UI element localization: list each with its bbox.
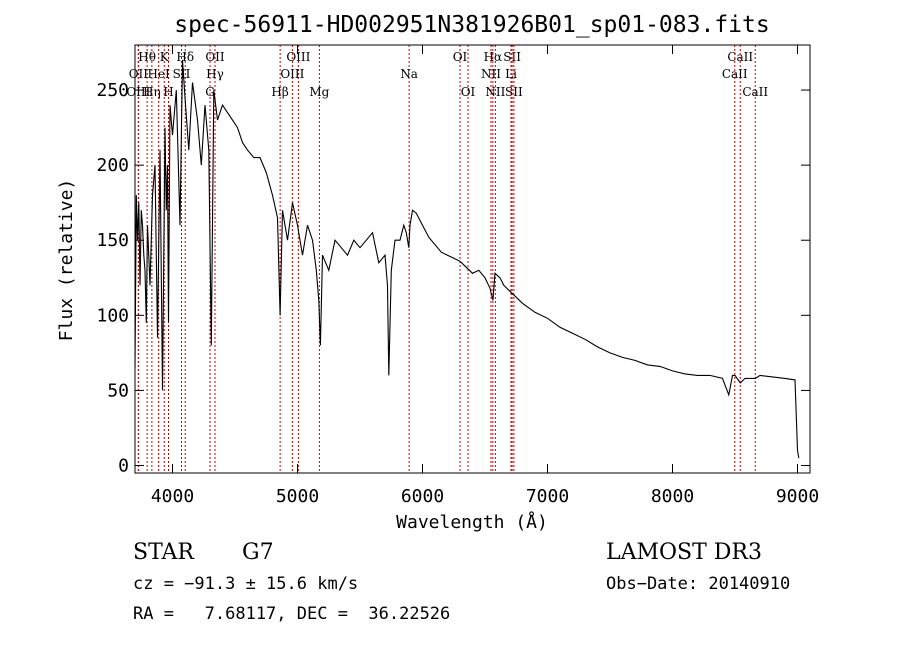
line-marker-label: Hθ — [138, 50, 156, 64]
spectrum-figure: spec-56911-HD002951N381926B01_sp01-083.f… — [0, 0, 900, 649]
line-marker-label: Hα — [484, 50, 503, 64]
line-marker-label: Na — [400, 67, 418, 81]
line-marker-label: NII — [481, 67, 501, 81]
line-marker-label: CaII — [727, 50, 753, 64]
plot-frame — [135, 45, 810, 473]
y-tick-label: 0 — [118, 455, 129, 476]
spectral-subclass: G7 — [242, 540, 274, 565]
line-marker-label: Mg — [309, 85, 329, 99]
line-marker-label: NII — [485, 85, 505, 99]
line-marker-label: Hη — [143, 85, 161, 99]
line-marker-label: CaII — [722, 67, 748, 81]
line-marker-label: H — [163, 85, 173, 99]
y-axis-label: Flux (relative) — [56, 179, 77, 342]
redshift-text: cz = −91.3 ± 15.6 km/s — [133, 574, 358, 594]
line-marker-label: Li — [505, 67, 517, 81]
line-marker-label: OIII — [280, 67, 304, 81]
x-tick-label: 8000 — [651, 486, 694, 507]
y-tick-label: 50 — [107, 380, 129, 401]
line-marker-label: SII — [505, 85, 523, 99]
survey-name: LAMOST DR3 — [606, 540, 762, 565]
x-tick-label: 9000 — [776, 486, 819, 507]
y-tick-label: 100 — [96, 305, 129, 326]
line-marker-label: OIII — [286, 50, 310, 64]
line-marker-label: Hδ — [176, 50, 194, 64]
line-marker-label: SII — [173, 67, 191, 81]
line-marker-label: OI — [461, 85, 476, 99]
x-tick-label: 5000 — [276, 486, 319, 507]
line-marker-label: Hγ — [206, 67, 224, 81]
object-type: STAR — [133, 540, 194, 565]
line-marker-label: HeI — [147, 67, 170, 81]
y-tick-label: 250 — [96, 80, 129, 101]
x-tick-label: 4000 — [151, 486, 194, 507]
line-marker-label: CaII — [742, 85, 768, 99]
line-marker-label: SII — [503, 50, 521, 64]
line-marker-label: OI — [453, 50, 468, 64]
y-tick-label: 200 — [96, 155, 129, 176]
y-tick-label: 150 — [96, 230, 129, 251]
spectrum-line — [135, 60, 799, 458]
coordinates: RA = 7.68117, DEC = 36.22526 — [133, 604, 450, 624]
x-axis-label: Wavelength (Å) — [396, 511, 548, 533]
x-tick-label: 6000 — [401, 486, 444, 507]
line-marker-label: Hβ — [271, 85, 288, 99]
x-tick-label: 7000 — [526, 486, 569, 507]
chart-title: spec-56911-HD002951N381926B01_sp01-083.f… — [174, 12, 769, 38]
obs-date: Obs−Date: 20140910 — [606, 574, 790, 594]
